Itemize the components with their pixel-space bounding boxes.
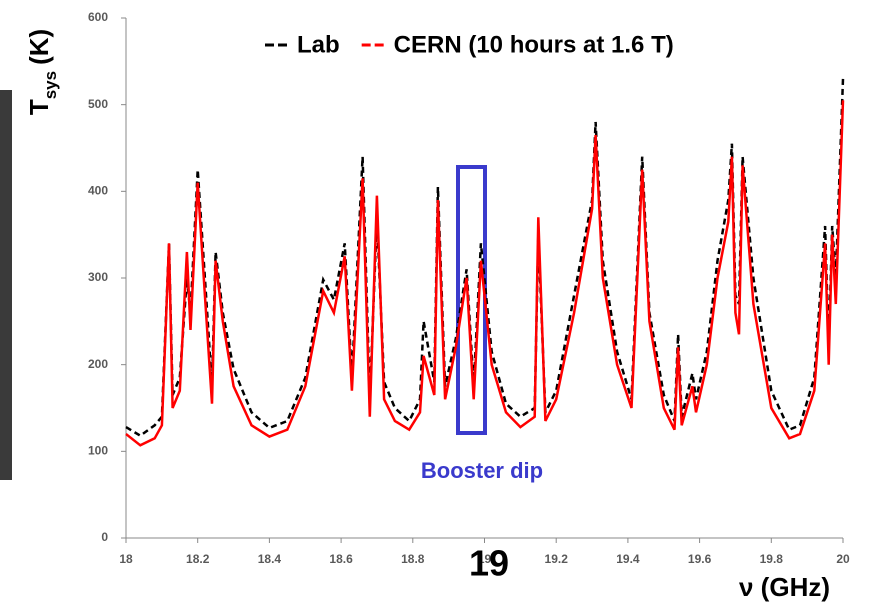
x-tick-label: 18.2 (186, 552, 210, 566)
y-tick-label: 0 (101, 530, 108, 544)
x-tick-label: 20 (836, 552, 850, 566)
x-tick-label: 18.6 (329, 552, 353, 566)
y-label-sub: sys (41, 71, 60, 99)
x-tick-label: 18.4 (258, 552, 282, 566)
photo-edge (0, 90, 12, 480)
series-line (125, 100, 845, 447)
y-tick-label: 500 (88, 97, 108, 111)
x-tick-label: 19.6 (688, 552, 712, 566)
page-number: 19 (469, 543, 509, 584)
legend-label: Lab (297, 31, 340, 58)
x-tick-label: 19.2 (545, 552, 569, 566)
x-tick-label: 18 (119, 552, 133, 566)
y-tick-label: 200 (88, 357, 108, 371)
x-axis-label: ν (GHz) (739, 572, 830, 602)
y-tick-label: 600 (88, 10, 108, 24)
y-label-main: T (24, 99, 54, 115)
x-tick-label: 19.8 (760, 552, 784, 566)
y-tick-label: 400 (88, 184, 108, 198)
y-tick-label: 300 (88, 270, 108, 284)
y-label-unit: (K) (24, 29, 54, 65)
y-axis-label: Tsys (K) (24, 29, 60, 115)
annotation: Booster dip (421, 458, 543, 483)
y-tick-label: 100 (88, 444, 108, 458)
legend-label: CERN (10 hours at 1.6 T) (394, 31, 674, 58)
x-tick-label: 19 (478, 552, 492, 566)
x-tick-label: 19.4 (616, 552, 640, 566)
x-tick-label: 18.8 (401, 552, 425, 566)
